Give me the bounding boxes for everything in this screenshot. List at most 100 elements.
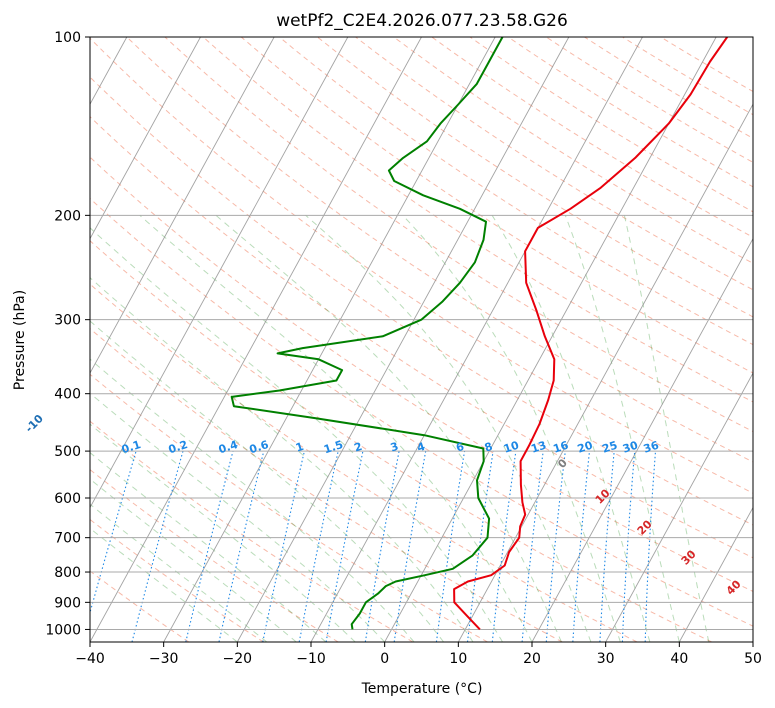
dry-adiabat-label: -10 xyxy=(23,412,46,435)
x-tick-label: 40 xyxy=(670,651,688,667)
dry-adiabat xyxy=(240,37,753,374)
moist-adiabat xyxy=(139,214,533,642)
mixing-ratio-line xyxy=(218,450,265,642)
mixing-ratio-line xyxy=(185,450,234,642)
y-tick-label: 900 xyxy=(54,595,81,611)
dry-adiabat xyxy=(202,37,753,403)
moist-adiabat xyxy=(491,215,651,642)
mixing-ratio-label: 36 xyxy=(642,439,661,456)
moist-adiabat xyxy=(90,451,327,642)
dry-adiabat xyxy=(90,327,563,642)
mixing-ratio-label: 25 xyxy=(601,439,620,456)
isotherm xyxy=(310,37,643,642)
x-tick-label: 10 xyxy=(449,651,467,667)
mixing-ratio-label: 30 xyxy=(621,439,640,456)
isotherm xyxy=(163,37,496,642)
mixing-ratio-label: 0.4 xyxy=(217,438,240,456)
mixing-ratio-label: 16 xyxy=(552,439,571,456)
mixing-ratio-label: 4 xyxy=(415,440,427,455)
dry-adiabat xyxy=(90,240,712,642)
mixing-ratio-label: 6 xyxy=(454,440,466,455)
mixing-ratio-line xyxy=(90,450,137,615)
plot-frame xyxy=(89,36,754,643)
y-tick-label: 100 xyxy=(54,30,81,46)
moist-adiabat xyxy=(402,214,621,642)
dry-adiabat xyxy=(90,570,190,642)
mixing-ratio-label: 20 xyxy=(576,439,595,456)
isotherm xyxy=(457,103,753,642)
contour-labels: -100-90-80-70-60-50-40-30-20-10010203040… xyxy=(23,412,744,598)
dry-adiabat xyxy=(431,37,753,238)
x-tick-label: 50 xyxy=(744,651,762,667)
moist-adiabat-label: 30 xyxy=(679,547,699,567)
dry-adiabat xyxy=(622,37,753,116)
mixing-ratio-label: 10 xyxy=(502,439,521,456)
axes: −40 −30 −20 −10 0 10 20 30 40 5010020030040050060… xyxy=(45,30,762,667)
y-tick-label: 400 xyxy=(54,387,81,403)
isotherm xyxy=(90,37,275,375)
mixing-ratio-line xyxy=(364,450,400,642)
mixing-ratio-label: 3 xyxy=(389,440,400,455)
x-tick-label: −20 xyxy=(223,651,253,667)
x-tick-label: 20 xyxy=(523,651,541,667)
y-tick-label: 300 xyxy=(54,313,81,329)
moist-adiabat xyxy=(623,215,710,642)
y-tick-label: 600 xyxy=(54,491,81,507)
mixing-ratio-line xyxy=(131,450,184,642)
dry-adiabat xyxy=(90,116,753,559)
mixing-ratio-label: 13 xyxy=(529,439,548,456)
mixing-ratio-line xyxy=(572,451,591,642)
mixing-ratio-label: 0.1 xyxy=(120,438,143,456)
y-tick-label: 700 xyxy=(54,531,81,547)
x-axis-label: Temperature (°C) xyxy=(361,681,483,697)
moist-adiabat xyxy=(90,503,268,642)
dry-adiabat xyxy=(90,156,753,593)
dry-adiabat xyxy=(584,37,753,139)
mixing-ratio-label: 1.5 xyxy=(322,438,345,456)
dry-adiabat xyxy=(90,283,638,642)
mixing-ratio-label: 2 xyxy=(353,440,364,455)
isotherm xyxy=(236,37,570,642)
mixing-ratio-line xyxy=(435,451,466,642)
y-tick-label: 1000 xyxy=(45,622,81,638)
moist-adiabat xyxy=(90,478,297,642)
dry-adiabat xyxy=(90,420,414,642)
mixing-ratio-line xyxy=(325,450,364,642)
dry-adiabat xyxy=(660,37,753,93)
moist-adiabat xyxy=(90,277,474,642)
isotherm xyxy=(384,37,717,642)
moist-adiabat-label: 10 xyxy=(593,486,613,506)
dry-adiabat xyxy=(545,37,753,163)
isotherm xyxy=(752,641,753,642)
mixing-ratio-line xyxy=(545,451,566,642)
isotherm xyxy=(678,506,753,642)
isotherm xyxy=(531,237,753,642)
mixing-ratio-label: 0.2 xyxy=(167,438,190,456)
dry-adiabat xyxy=(507,37,753,188)
x-tick-label: 0 xyxy=(380,651,389,667)
x-tick-label: −40 xyxy=(75,651,105,667)
dry-adiabat xyxy=(355,37,753,291)
moist-adiabat xyxy=(90,423,356,642)
moist-adiabat xyxy=(90,227,503,642)
x-tick-label: 30 xyxy=(597,651,615,667)
moist-adiabat xyxy=(90,320,444,642)
dry-adiabat xyxy=(90,197,753,627)
mixing-ratio-line xyxy=(521,451,544,642)
dry-adiabat xyxy=(393,37,753,264)
isotherm xyxy=(90,37,349,509)
dewpoint-profile-line xyxy=(230,37,504,630)
mixing-ratio-label: 0.6 xyxy=(248,438,271,456)
y-tick-label: 800 xyxy=(54,565,81,581)
mixing-ratio-line xyxy=(393,451,427,642)
dry-adiabat xyxy=(278,37,753,346)
dry-adiabat xyxy=(90,373,488,642)
mixing-ratio-line xyxy=(621,451,636,642)
moist-adiabat-label: 20 xyxy=(635,517,655,537)
background-lines xyxy=(90,37,753,642)
y-tick-label: 500 xyxy=(54,444,81,460)
dry-adiabat xyxy=(90,469,339,642)
moist-adiabat xyxy=(564,215,680,642)
mixing-ratio-label: 8 xyxy=(483,440,494,455)
